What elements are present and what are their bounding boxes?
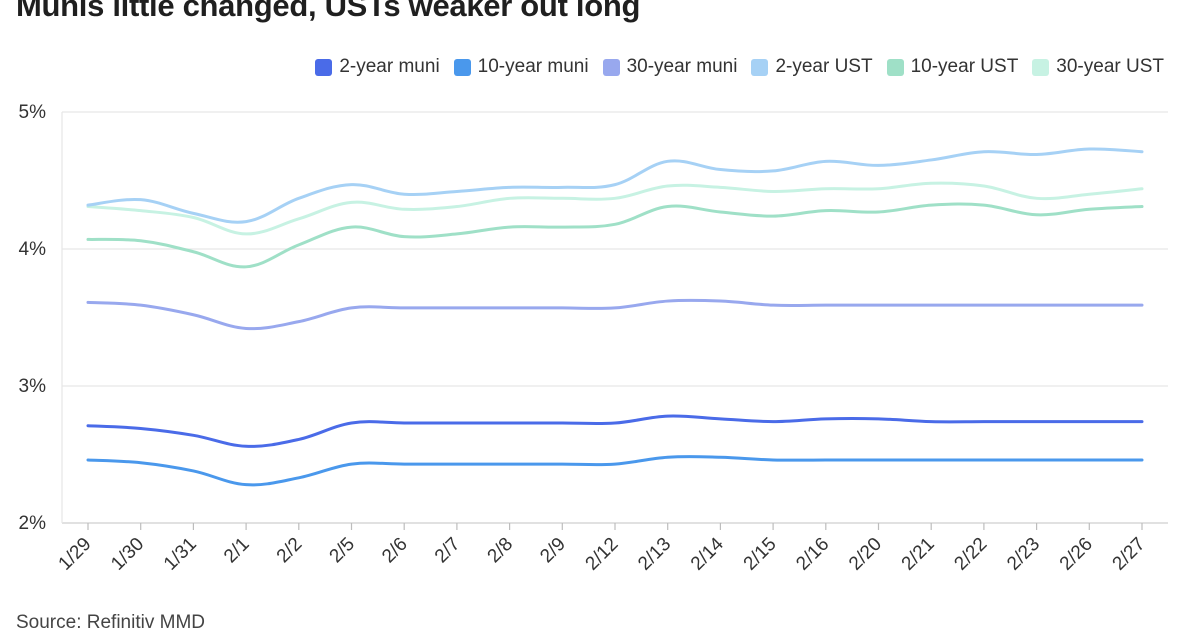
legend-label: 10-year UST: [910, 56, 1019, 77]
x-tick-label: 2/1: [220, 534, 254, 568]
x-tick-label: 1/30: [107, 534, 148, 575]
x-tick-label: 2/12: [582, 534, 623, 575]
legend-label: 2-year UST: [775, 56, 873, 77]
legend-item-30-year-muni[interactable]: 30-year muni: [602, 56, 738, 78]
legend-swatch: [1032, 58, 1050, 76]
series-line-10-year-ust: [86, 202, 1144, 269]
y-tick-label: 3%: [19, 376, 47, 397]
x-tick-label: 2/8: [484, 534, 518, 568]
x-tick-label: 2/21: [898, 534, 939, 575]
x-tick-label: 2/5: [326, 534, 360, 568]
legend-item-2-year-ust[interactable]: 2-year UST: [751, 56, 873, 78]
legend-item-10-year-muni[interactable]: 10-year muni: [453, 56, 589, 78]
chart-title: Munis little changed, USTs weaker out lo…: [16, 0, 641, 23]
y-tick-label: 5%: [19, 102, 47, 123]
x-tick-label: 2/27: [1109, 534, 1150, 575]
legend-item-2-year-muni[interactable]: 2-year muni: [315, 56, 440, 78]
x-tick-label: 2/14: [687, 533, 728, 574]
x-tick-label: 2/9: [536, 534, 570, 568]
series-line-10-year-muni: [86, 455, 1144, 487]
legend-label: 2-year muni: [339, 56, 440, 77]
legend-swatch: [886, 58, 904, 76]
x-tick-label: 2/16: [792, 534, 833, 575]
legend-item-30-year-ust[interactable]: 30-year UST: [1032, 56, 1164, 78]
x-tick-label: 2/23: [1003, 534, 1044, 575]
series-line-30-year-ust: [86, 181, 1144, 236]
source-note: Source: Refinitiv MMD: [16, 612, 205, 633]
x-tick-label: 2/20: [845, 534, 886, 575]
x-tick-label: 2/22: [950, 534, 991, 575]
series-line-30-year-muni: [86, 298, 1144, 331]
x-tick-label: 2/6: [378, 534, 412, 568]
y-tick-label: 2%: [19, 513, 47, 534]
legend-label: 30-year UST: [1056, 56, 1164, 77]
legend-swatch: [453, 58, 471, 76]
legend-swatch: [315, 58, 333, 76]
series-line-2-year-muni: [86, 414, 1144, 448]
legend-item-10-year-ust[interactable]: 10-year UST: [886, 56, 1019, 78]
x-tick-label: 2/7: [431, 534, 465, 568]
x-tick-label: 2/13: [634, 534, 675, 575]
legend-swatch: [751, 58, 769, 76]
series-line-2-year-ust: [86, 147, 1144, 224]
legend-label: 10-year muni: [477, 56, 589, 77]
x-tick-label: 2/2: [273, 534, 307, 568]
x-tick-label: 1/31: [160, 534, 201, 575]
legend-label: 30-year muni: [626, 56, 738, 77]
x-tick-label: 2/26: [1056, 534, 1097, 575]
x-tick-label: 2/15: [740, 534, 781, 575]
y-tick-label: 4%: [19, 239, 47, 260]
x-tick-label: 1/29: [55, 534, 96, 575]
legend-swatch: [602, 58, 620, 76]
chart-legend: 2-year muni 10-year muni 30-year muni 2-yea…: [315, 56, 1164, 78]
